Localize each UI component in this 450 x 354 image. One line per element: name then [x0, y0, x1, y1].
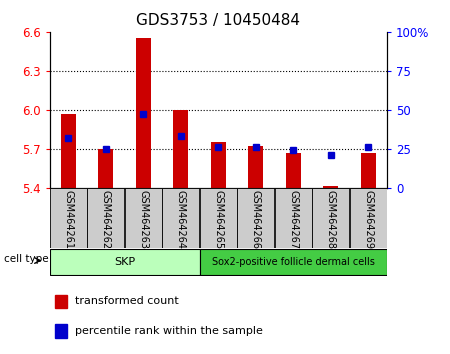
Bar: [55, 324, 67, 338]
Bar: [98, 149, 113, 188]
Bar: [200, 188, 237, 248]
Text: GSM464265: GSM464265: [213, 190, 223, 249]
Text: GSM464261: GSM464261: [63, 190, 73, 249]
Bar: [199, 249, 387, 275]
Bar: [136, 38, 151, 188]
Text: GSM464266: GSM464266: [251, 190, 261, 249]
Bar: [248, 146, 263, 188]
Bar: [173, 110, 188, 188]
Text: transformed count: transformed count: [75, 296, 179, 306]
Bar: [312, 188, 349, 248]
Bar: [50, 188, 86, 248]
Text: cell type: cell type: [4, 254, 49, 264]
Text: GSM464262: GSM464262: [101, 190, 111, 249]
Text: GSM464269: GSM464269: [363, 190, 373, 249]
Bar: [125, 188, 162, 248]
Bar: [275, 188, 311, 248]
Bar: [61, 114, 76, 188]
Bar: [361, 153, 376, 188]
Bar: [50, 249, 199, 275]
Title: GDS3753 / 10450484: GDS3753 / 10450484: [136, 13, 300, 28]
Bar: [238, 188, 274, 248]
Bar: [55, 295, 67, 308]
Text: GSM464267: GSM464267: [288, 190, 298, 249]
Text: Sox2-positive follicle dermal cells: Sox2-positive follicle dermal cells: [212, 257, 375, 267]
Bar: [162, 188, 199, 248]
Bar: [211, 142, 226, 188]
Text: SKP: SKP: [114, 257, 135, 267]
Text: percentile rank within the sample: percentile rank within the sample: [75, 326, 263, 336]
Text: GSM464263: GSM464263: [138, 190, 148, 249]
Bar: [350, 188, 387, 248]
Bar: [323, 186, 338, 188]
Bar: [286, 153, 301, 188]
Text: GSM464268: GSM464268: [326, 190, 336, 249]
Bar: [87, 188, 124, 248]
Text: GSM464264: GSM464264: [176, 190, 186, 249]
